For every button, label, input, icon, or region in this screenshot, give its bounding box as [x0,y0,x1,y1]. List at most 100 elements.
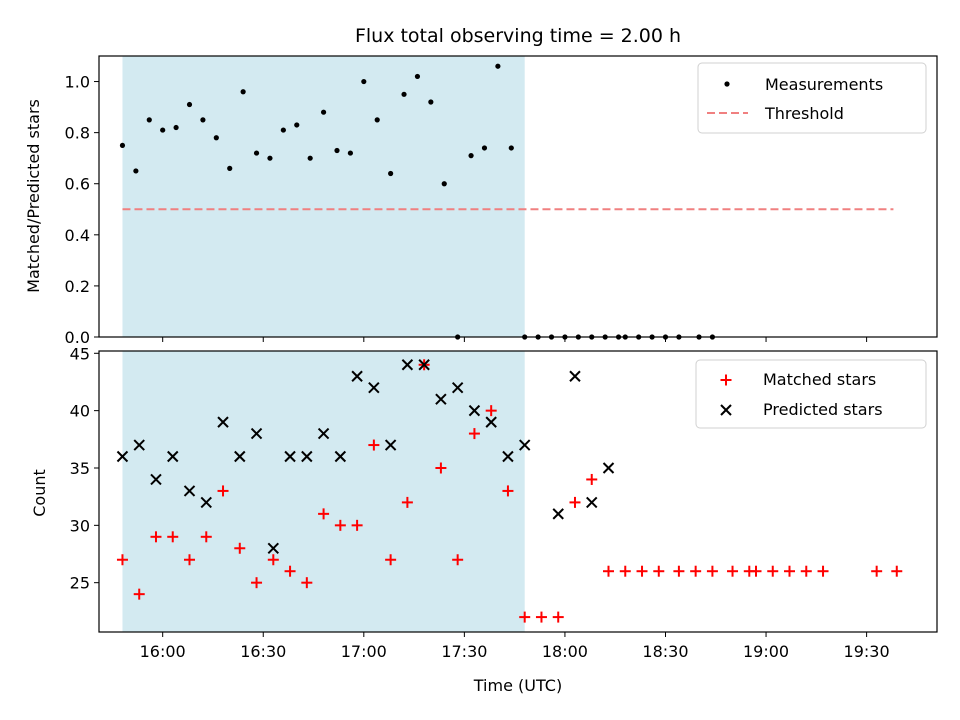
cross-b [435,393,447,405]
top-shaded-interval [122,56,525,337]
matched-star-point [234,542,246,554]
predicted-star-point [284,450,296,463]
measurement-point [294,122,300,128]
predicted-star-point [502,450,514,463]
measurement-point [441,181,447,187]
matched-star-point [485,405,497,417]
predicted-star-point [368,381,380,394]
top-panel: 0.0 0.2 0.4 0.6 0.8 1.0 Measurements Threshold [65,55,938,347]
predicted-star-point [384,439,397,451]
bottom-panel: 25 30 35 40 45 16:00 16:30 17:00 17:30 18:00 18:30… [70,344,938,661]
measurement-point [213,135,219,141]
x-axis-label: Time (UTC) [473,676,562,695]
predicted-star-point [200,496,212,509]
measurement-point [414,73,421,80]
measurement-point [227,165,233,171]
matched-star-point [750,565,762,577]
x-tick-label: 19:30 [844,642,890,661]
matched-star-point [569,496,581,508]
measurement-point [119,142,126,149]
top-y-tick-label: 0.4 [65,226,90,245]
matched-star-point [586,473,598,485]
predicted-star-point [234,450,246,463]
cross-b [167,450,179,463]
measurement-point [508,145,514,151]
matched-star-point [251,577,263,589]
bottom-y-tick-label: 25 [70,574,90,593]
matched-star-point [401,496,413,508]
measurement-point [334,147,340,154]
top-y-tick-label: 1.0 [65,73,90,92]
matched-star-point [385,554,397,566]
predicted-star-point [586,496,598,509]
cross-b [301,450,313,463]
measurement-point [133,168,139,174]
cross-b [351,370,363,382]
top-y-tick-label: 0.8 [65,124,90,143]
matched-star-point [619,565,631,577]
cross-b [485,416,497,428]
legend-predicted-label: Predicted stars [763,400,883,419]
bottom-shaded-interval [122,351,525,632]
matched-star-point [871,565,883,577]
matched-star-point [167,531,179,543]
top-plot-frame [98,55,938,338]
matched-star-point [351,519,363,531]
predicted-star-point [418,359,430,371]
matched-star-point [673,565,685,577]
cross-b [250,427,263,440]
measurement-point [468,153,474,159]
predicted-star-point [267,542,280,554]
measurement-point [347,150,353,156]
cross-b [401,359,414,371]
cross-b [552,508,564,520]
predicted-star-point [301,450,313,463]
top-y-tick-label: 0.0 [65,328,90,347]
x-tick-label: 19:00 [743,642,789,661]
cross-b [720,404,732,416]
matched-star-point [284,565,296,577]
matched-star-point [535,611,547,623]
top-legend: Measurements Threshold [697,62,927,134]
matched-star-point [217,485,229,497]
cross-b [602,462,615,474]
cross-b [451,381,464,394]
predicted-star-point [133,439,145,451]
top-y-tick-label: 0.2 [65,277,90,296]
bottom-legend-frame [695,359,927,429]
measurement-point [481,145,488,151]
measurement-point [401,91,407,97]
bottom-y-tick-label: 45 [70,344,90,363]
measurement-point [240,89,246,95]
top-y-tick-label: 0.6 [65,175,90,194]
cross-b [468,404,481,417]
x-tick-label: 18:00 [542,642,588,661]
cross-b [217,416,229,428]
legend-matched-marker [720,374,732,386]
legend-matched-label: Matched stars [763,370,876,389]
predicted-star-point [602,462,615,474]
predicted-star-point [518,439,531,451]
matched-star-point [502,485,514,497]
predicted-star-point [116,450,129,463]
measurement-point [320,109,327,115]
cross-b [368,381,380,394]
predicted-star-point [150,473,162,486]
matched-star-point [519,611,531,623]
cross-b [586,496,598,509]
bottom-y-tick-label: 30 [70,516,90,535]
matched-star-point [133,588,145,600]
legend-measurements-marker [724,81,730,87]
cross-b [284,450,296,463]
predicted-star-point [435,393,447,405]
matched-star-point [552,611,564,623]
predicted-star-point [401,359,414,371]
measurement-point [267,155,273,161]
x-tick-label: 16:30 [240,642,286,661]
matched-star-point [267,554,279,566]
cross-b [418,359,430,371]
cross-b [518,439,531,451]
x-tick-label: 16:00 [140,642,186,661]
predicted-star-point [552,508,564,520]
matched-star-point [767,565,779,577]
